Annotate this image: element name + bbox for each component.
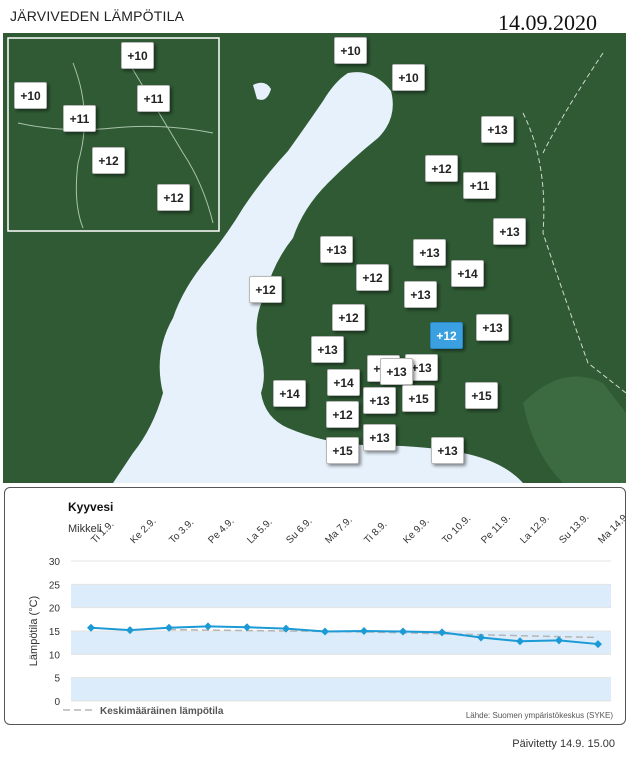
lake-marker[interactable]: +13 (476, 314, 509, 341)
y-tick-label: 0 (54, 697, 60, 708)
inset-marker[interactable]: +11 (137, 85, 170, 112)
x-tick-label: To 10.9. (440, 513, 473, 546)
x-tick-label: To 3.9. (167, 517, 196, 546)
lake-marker-selected[interactable]: +12 (430, 322, 463, 349)
x-tick-label: Ke 9.9. (401, 516, 431, 546)
lake-marker[interactable]: +13 (311, 336, 344, 363)
border-line (522, 112, 626, 394)
lake-shape (253, 82, 271, 100)
lake-marker[interactable]: +13 (363, 424, 396, 451)
data-point (399, 627, 407, 636)
page-date: 14.09.2020 (498, 10, 597, 35)
lake-marker[interactable]: +15 (326, 437, 359, 464)
map-geography (7, 37, 626, 483)
lake-marker[interactable]: +15 (402, 385, 435, 412)
data-point (126, 626, 134, 635)
plot-band (71, 631, 611, 655)
x-tick-label: La 5.9. (245, 517, 274, 546)
y-axis-title: Lämpötila (°C) (28, 596, 40, 666)
average-line (168, 628, 599, 639)
border-line (542, 52, 604, 154)
plot-band (71, 677, 611, 701)
data-point (555, 636, 563, 645)
data-point (321, 627, 329, 636)
x-tick-label: Su 13.9. (557, 512, 591, 546)
inset-road (122, 52, 214, 224)
data-point (516, 637, 524, 646)
temperature-chart-panel: 0 5 10 15 20 25 30 Kyyvesi Mikkeli Ti 1.9. Ke 2.9.… (4, 487, 626, 725)
x-tick-label: Su 6.9. (284, 516, 314, 546)
lake-marker[interactable]: +13 (404, 281, 437, 308)
sea-shape (113, 72, 523, 483)
lake-marker[interactable]: +12 (332, 304, 365, 331)
inset-road (17, 122, 214, 134)
x-tick-label: Ti 8.9. (362, 519, 389, 546)
lake-marker[interactable]: +13 (481, 116, 514, 143)
lake-marker[interactable]: +14 (451, 260, 484, 287)
lake-marker[interactable]: +13 (380, 358, 413, 385)
lake-marker[interactable]: +13 (493, 218, 526, 245)
x-tick-label: Ma 14.9. (596, 511, 626, 546)
plot-band (71, 584, 611, 608)
x-tick-label: La 12.9. (518, 513, 551, 546)
lake-marker[interactable]: +14 (327, 369, 360, 396)
lake-marker[interactable]: +11 (463, 172, 496, 199)
lake-marker[interactable]: +13 (431, 437, 464, 464)
data-point (360, 627, 368, 635)
x-tick-label: Ke 2.9. (128, 516, 158, 546)
data-point (438, 628, 446, 637)
inset-marker[interactable]: +12 (92, 147, 125, 174)
lake-marker[interactable]: +12 (326, 401, 359, 428)
data-point (594, 640, 602, 649)
chart-title: Kyyvesi (68, 500, 113, 514)
y-tick-label: 20 (49, 604, 61, 615)
lake-marker[interactable]: +12 (425, 155, 458, 182)
data-point (477, 633, 485, 642)
lake-marker[interactable]: +10 (392, 64, 425, 91)
lake-marker[interactable]: +12 (356, 264, 389, 291)
lake-marker[interactable]: +14 (273, 380, 306, 407)
source-label: Lähde: Suomen ympäristökeskus (SYKE) (466, 711, 614, 720)
lake-temperature-map: +10 +10 +11 +11 +12 +12 +10 +10 +13 +12 … (3, 33, 626, 483)
inset-marker[interactable]: +10 (121, 42, 154, 69)
data-point (282, 624, 290, 633)
data-point (87, 623, 95, 632)
inset-marker[interactable]: +11 (63, 105, 96, 132)
data-point (243, 623, 251, 632)
y-tick-label: 25 (49, 580, 61, 591)
lake-marker[interactable]: +12 (249, 276, 282, 303)
inset-marker[interactable]: +12 (157, 184, 190, 211)
lake-marker[interactable]: +13 (363, 387, 396, 414)
y-tick-label: 10 (49, 650, 61, 661)
lake-shape (523, 376, 626, 483)
lake-marker[interactable]: +13 (320, 236, 353, 263)
lake-marker[interactable]: +15 (465, 382, 498, 409)
chart-subtitle: Mikkeli (68, 523, 102, 535)
inset-road (72, 62, 85, 229)
data-point (165, 623, 173, 632)
x-tick-label: Pe 11.9. (479, 513, 513, 547)
legend-label: Keskimääräinen lämpötila (100, 706, 224, 717)
temperature-line (90, 625, 599, 646)
lake-marker[interactable]: +10 (334, 37, 367, 64)
updated-timestamp: Päivitetty 14.9. 15.00 (512, 738, 615, 750)
lake-marker[interactable]: +13 (413, 239, 446, 266)
page-title: JÄRVIVEDEN LÄMPÖTILA (10, 8, 185, 24)
y-tick-label: 5 (54, 674, 60, 685)
x-tick-label: Pe 4.9. (206, 516, 236, 546)
y-tick-label: 15 (49, 627, 61, 638)
y-tick-label: 30 (49, 557, 61, 568)
x-tick-label: Ma 7.9. (323, 515, 354, 546)
data-point (204, 622, 212, 631)
inset-marker[interactable]: +10 (14, 82, 47, 109)
